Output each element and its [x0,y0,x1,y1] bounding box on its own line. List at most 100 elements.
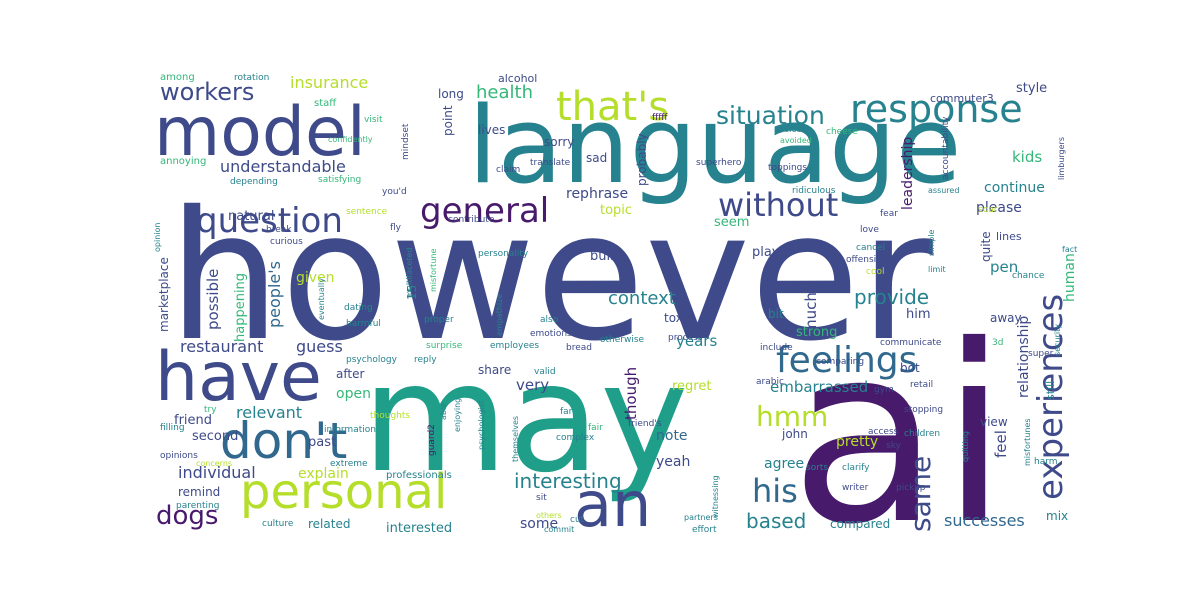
word-peoples: people's [265,261,284,328]
word-mindset: mindset [401,123,411,160]
word-strong: strong [796,325,837,340]
word-break: break [266,225,292,235]
word-natural: natural [228,209,274,224]
word-related: related [308,517,350,531]
word-contribute: contribute [448,215,495,225]
word-based: based [746,509,806,533]
word-partners: partners [684,513,718,522]
word-concerns: concerns [196,459,232,468]
word-ai: ai [790,293,1008,578]
word-limit: limit [928,265,946,274]
word-individual: individual [178,463,256,482]
word-years: years [676,332,717,350]
word-arabic: arabic [756,377,784,387]
word-quite: quite [979,231,993,262]
word-harm: harm [1034,457,1058,467]
word-among: among [160,72,195,83]
word-yeah: yeah [656,454,690,470]
word-him: him [906,307,931,322]
word-kids: kids [1012,148,1042,166]
word-surprise: surprise [426,341,463,351]
word-much: much [802,292,820,334]
word-marketplace: marketplace [157,257,171,332]
word-response: response [850,87,1023,131]
word-quitting: quitting [961,431,970,462]
word-experiences: experiences [1031,294,1071,500]
word-continue: continue [984,180,1045,196]
word-view: view [980,415,1008,429]
word-leadership: leadership [900,137,916,210]
word-dating: dating [344,303,373,313]
word-super: super [1028,349,1054,359]
word-personal: personal [240,464,447,520]
word-restaurant: restaurant [180,337,263,356]
word-claim: claim [496,165,520,175]
word-3d: 3d [992,338,1003,348]
word-seem: seem [714,215,749,230]
word-thoughts: thoughts [370,411,410,421]
word-happening: happening [233,273,248,342]
word-same: same [904,456,937,532]
word-cool: cool [866,267,884,277]
word-gym: gym [874,385,894,395]
word-misfortune: misfortune [429,249,438,292]
word-eventually: eventually [317,278,326,320]
word-misfortunes: misfortunes [1023,418,1032,466]
word-reply: reply [414,355,437,365]
word-fear: fear [880,209,898,219]
word-otherwise: otherwise [600,335,645,345]
word-annoying: annoying [160,156,206,167]
word-regret: regret [672,379,711,394]
word-love: love [860,225,879,235]
word-bit: bit [768,307,784,321]
word-note: note [656,428,688,444]
word-complex: complex [556,433,595,443]
word-guess: guess [296,337,343,356]
word-multifaceted: multifaceted [405,247,414,298]
word-sky: sky [886,441,902,451]
word-professionals: professionals [386,470,452,481]
word-dogs: dogs [156,501,218,531]
word-opinions: opinions [160,451,198,461]
word-staff: staff [314,98,337,109]
word-open: open [336,386,371,402]
word-security: security [1053,324,1062,356]
word-sad: sad [586,151,607,165]
word-limburgers: limburgers [1057,137,1066,180]
word-topic: topic [600,203,632,218]
word-communicate: communicate [880,338,942,348]
word-personality: personality [478,249,529,259]
word-simple: simple [927,230,936,256]
word-filling: filling [160,423,185,433]
word-human: human [1062,253,1078,302]
word-extreme: extreme [330,459,368,469]
word-second: second [192,429,238,444]
word-rotation: rotation [234,73,269,83]
word-satisfying: satisfying [318,175,361,185]
word-john: john [781,427,808,441]
word-pen: pen [990,258,1018,276]
word-play: play [752,245,780,260]
word-access: access [868,427,899,437]
word-feelings: feelings [776,340,917,381]
word-embarrassed: embarrassed [770,378,868,396]
word-employees: employees [490,341,539,351]
word-translate: translate [530,158,571,168]
word-mix: mix [1046,509,1068,523]
word-interested: interested [386,521,452,536]
word-bread: bread [566,343,592,353]
word-culture: culture [262,519,294,529]
word-fair: fair [588,423,603,433]
word-very: very [516,376,549,394]
word-relationship: relationship [1016,316,1032,398]
word-clarify: clarify [842,463,870,473]
word-far: far [560,407,573,417]
word-youd: you'd [382,187,407,197]
word-hmm: hmm [756,400,828,433]
word-rephrase: rephrase [566,186,628,202]
word-include: include [760,343,793,353]
word-harmful: harmful [346,319,381,329]
word-question: question [196,201,343,241]
word-depending: depending [230,177,278,187]
word-also: also [540,315,559,325]
